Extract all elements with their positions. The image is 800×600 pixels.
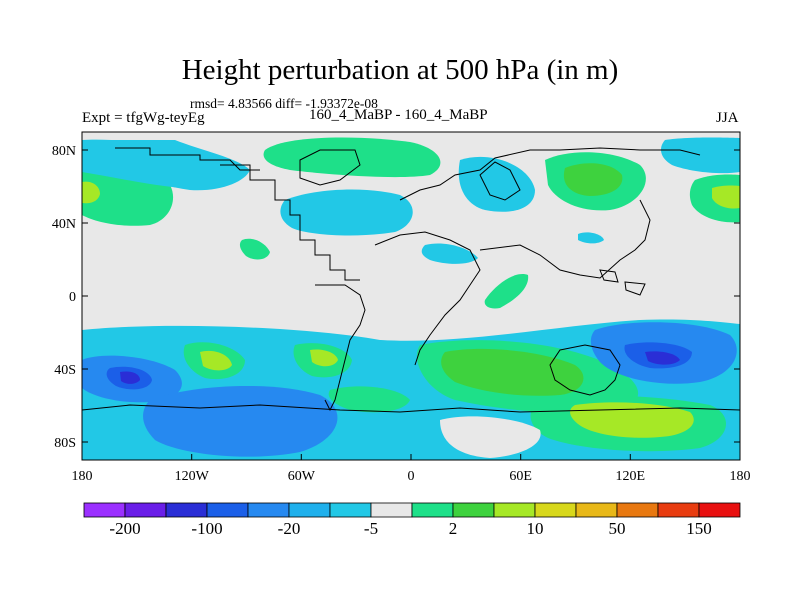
- colorbar-swatch: [206, 502, 249, 518]
- colorbar-swatch: [83, 502, 126, 518]
- coastline-indonesia: [599, 269, 646, 296]
- colorbar-label: 50: [609, 519, 626, 538]
- contour-sh-east-yellow: [570, 402, 694, 438]
- y-axis-ticks: [82, 149, 740, 443]
- stats-label: rmsd= 4.83566 diff= -1.93372e-08: [190, 96, 378, 111]
- colorbar-swatch: [616, 502, 659, 518]
- colorbar: [83, 502, 741, 518]
- colorbar-swatch: [452, 502, 495, 518]
- contour-nh-north-green: [263, 137, 441, 178]
- colorbar-swatch: [329, 502, 372, 518]
- experiment-label: Expt = tfgWg-teyEg: [82, 110, 205, 126]
- contour-sh-south-blue: [143, 385, 338, 457]
- y-tick-label: 40N: [52, 217, 76, 232]
- contour-tropic-blue-east: [578, 232, 604, 244]
- x-axis-ticks: [81, 454, 741, 460]
- x-tick-label: 120E: [616, 469, 646, 484]
- coastline-greenland: [299, 149, 361, 186]
- coastline-asia-south: [479, 199, 651, 279]
- contour-tropic-green-africa: [484, 274, 529, 309]
- coastlines: [82, 147, 740, 413]
- x-tick-label: 120W: [175, 469, 210, 484]
- coastline-north-america: [220, 164, 360, 281]
- contour-sh-south-green: [328, 386, 410, 413]
- colorbar-swatch: [534, 502, 577, 518]
- contour-nh-asia-green-inner: [563, 163, 623, 196]
- contour-tropic-blue-patch: [421, 243, 478, 264]
- x-tick-label: 180: [72, 469, 93, 484]
- colorbar-swatch: [493, 502, 536, 518]
- colorbar-label: -200: [109, 519, 140, 538]
- season-label: JJA: [716, 110, 739, 126]
- x-tick-label: 0: [408, 469, 415, 484]
- x-tick-label: 60E: [509, 469, 532, 484]
- colorbar-label: -5: [364, 519, 378, 538]
- contour-sh-green-mid-inner: [310, 349, 338, 367]
- contour-nh-atlantic-blue: [280, 189, 413, 236]
- colorbar-label: -100: [191, 519, 222, 538]
- colorbar-swatch: [247, 502, 290, 518]
- coastline-greenland-east: [479, 161, 521, 201]
- colorbar-label: 150: [686, 519, 712, 538]
- coastline-australia: [549, 344, 621, 396]
- colorbar-label: 2: [449, 519, 458, 538]
- y-tick-label: 40S: [54, 363, 76, 378]
- y-tick-label: 80N: [52, 144, 76, 159]
- coastline-antarctica: [82, 404, 740, 413]
- coastline-canada-arctic: [115, 147, 260, 171]
- colorbar-swatch: [575, 502, 618, 518]
- colorbar-swatch: [370, 502, 413, 518]
- contour-sh-east-darkest: [645, 351, 680, 365]
- y-tick-label: 0: [69, 290, 76, 305]
- contour-field: [82, 132, 740, 460]
- contour-nh-pacific-blue: [82, 140, 250, 191]
- coastline-europe: [399, 147, 701, 201]
- contour-nh-west-green-inner: [82, 181, 100, 204]
- coastline-africa: [374, 231, 481, 366]
- colorbar-label: -20: [278, 519, 301, 538]
- contour-sh-blue-patch: [385, 350, 412, 365]
- contour-nh-arctic-blue: [660, 137, 740, 174]
- contour-sh-gray-gap: [440, 416, 541, 458]
- colorbar-swatch: [124, 502, 167, 518]
- colorbar-label: 10: [527, 519, 544, 538]
- contour-sh-green-west-inner: [200, 350, 232, 371]
- contour-sh-green-inner: [441, 348, 584, 396]
- contour-tropic-green-patch: [239, 238, 270, 260]
- colorbar-swatch: [288, 502, 331, 518]
- x-tick-label: 60W: [288, 469, 316, 484]
- coastline-south-america: [315, 284, 366, 412]
- plot-title: Height perturbation at 500 hPa (in m): [181, 54, 619, 86]
- contour-nh-east-green-inner: [712, 185, 740, 209]
- colorbar-swatch: [411, 502, 454, 518]
- colorbar-swatch: [698, 502, 741, 518]
- x-tick-label: 180: [730, 469, 751, 484]
- colorbar-swatch: [165, 502, 208, 518]
- contour-sh-west-darkest: [120, 371, 140, 384]
- y-tick-label: 80S: [54, 436, 76, 451]
- center-label: 160_4_MaBP - 160_4_MaBP: [309, 107, 488, 123]
- colorbar-swatch: [657, 502, 700, 518]
